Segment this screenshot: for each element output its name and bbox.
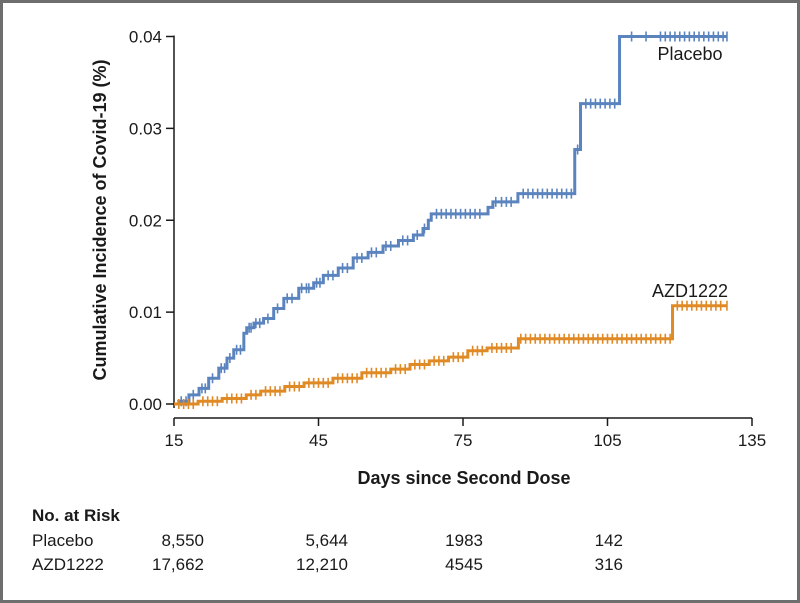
x-axis-title: Days since Second Dose xyxy=(357,468,570,488)
x-tick-label: 75 xyxy=(454,431,473,450)
y-axis-title: Cumulative Incidence of Covid-19 (%) xyxy=(90,59,110,380)
y-tick-label: 0.03 xyxy=(129,119,162,138)
risk-azd1222-45: 12,210 xyxy=(296,555,348,574)
risk-row-label-azd1222: AZD1222 xyxy=(32,555,104,574)
x-tick-label: 45 xyxy=(309,431,328,450)
risk-placebo-105: 142 xyxy=(594,531,623,550)
x-tick-label: 15 xyxy=(165,431,184,450)
series-label-azd1222: AZD1222 xyxy=(652,281,728,301)
km-curve-placebo xyxy=(174,35,727,406)
risk-azd1222-15: 17,662 xyxy=(152,555,204,574)
risk-azd1222-105: 316 xyxy=(594,555,623,574)
series-label-placebo: Placebo xyxy=(657,44,722,64)
risk-azd1222-75: 4545 xyxy=(445,555,483,574)
y-tick-label: 0.02 xyxy=(129,211,162,230)
x-tick-label: 105 xyxy=(593,431,621,450)
risk-table-title: No. at Risk xyxy=(32,506,120,525)
risk-placebo-15: 8,550 xyxy=(161,531,204,550)
km-curve-azd1222 xyxy=(174,304,727,406)
y-tick-label: 0.01 xyxy=(129,303,162,322)
y-tick-label: 0.00 xyxy=(129,395,162,414)
x-tick-label: 135 xyxy=(738,431,766,450)
risk-row-label-placebo: Placebo xyxy=(32,531,94,550)
risk-placebo-75: 1983 xyxy=(445,531,483,550)
risk-placebo-45: 5,644 xyxy=(305,531,348,550)
y-tick-label: 0.04 xyxy=(129,28,162,47)
